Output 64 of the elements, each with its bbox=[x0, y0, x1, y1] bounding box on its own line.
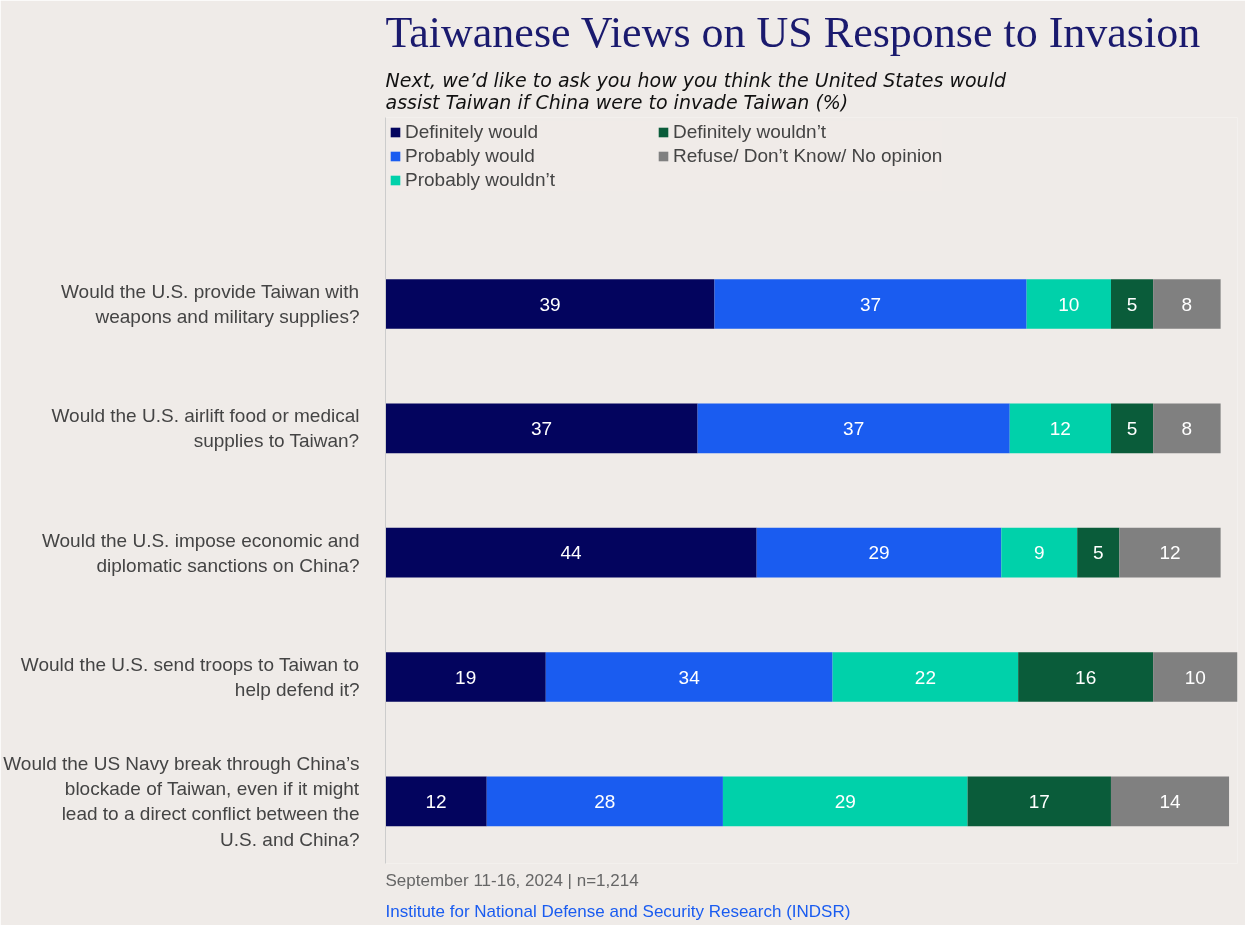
data-label: 9 bbox=[1033, 542, 1045, 564]
legend-label: Probably would bbox=[405, 145, 536, 167]
data-label: 5 bbox=[1093, 542, 1104, 564]
bar bbox=[832, 652, 1019, 702]
data-label: 5 bbox=[1126, 417, 1138, 439]
bar bbox=[1153, 279, 1221, 329]
legend-label: Definitely would bbox=[405, 121, 540, 143]
bar bbox=[722, 776, 968, 827]
text: September 11-16, 2024 | n=1,214 bbox=[385, 870, 639, 890]
bar bbox=[1026, 279, 1111, 329]
data-label: 39 bbox=[539, 293, 561, 315]
bar bbox=[714, 279, 1027, 329]
bar bbox=[1077, 527, 1120, 578]
bar bbox=[1110, 776, 1230, 827]
data-label: 37 bbox=[859, 293, 882, 315]
bar bbox=[1001, 527, 1078, 578]
bar bbox=[1009, 403, 1111, 454]
bar bbox=[1153, 652, 1238, 702]
data-label: 16 bbox=[1075, 666, 1097, 688]
data-label: 14 bbox=[1159, 790, 1182, 812]
data-label: 8 bbox=[1181, 417, 1193, 439]
data-label: 28 bbox=[594, 790, 616, 812]
chart-title: Taiwanese Views on US Response to Invasion bbox=[385, 7, 1201, 57]
y-tick-label: Would the U.S. provide Taiwan with weapons and military supplies? bbox=[60, 280, 360, 328]
bar bbox=[545, 652, 833, 702]
bar bbox=[1119, 527, 1221, 578]
data-label: 22 bbox=[914, 666, 936, 688]
y-tick-label: Would the U.S. airlift food or medical supplies to Taiwan? bbox=[51, 405, 360, 452]
data-label: 29 bbox=[868, 542, 890, 564]
y-tick-label: Would the U.S. send troops to Taiwan to help defend it? bbox=[20, 653, 360, 701]
bar bbox=[385, 776, 487, 827]
data-label: 34 bbox=[678, 666, 701, 688]
data-label: 12 bbox=[1159, 542, 1181, 564]
data-label: 37 bbox=[843, 417, 865, 439]
chart-subtitle: Next, we’d like to ask you how you think the United States would assist Taiwan if China were to invade Taiwan (%) bbox=[385, 68, 1007, 113]
bar bbox=[385, 403, 698, 454]
data-label: 5 bbox=[1126, 293, 1138, 315]
data-label: 10 bbox=[1058, 293, 1080, 315]
bar bbox=[756, 527, 1002, 578]
data-label: 17 bbox=[1028, 790, 1050, 812]
legend-label: Definitely wouldn’t bbox=[673, 121, 828, 143]
bar bbox=[385, 652, 546, 702]
bar bbox=[1018, 652, 1154, 702]
data-label: 29 bbox=[834, 790, 856, 812]
data-label: 10 bbox=[1184, 666, 1206, 688]
data-label: 19 bbox=[455, 666, 477, 688]
data-label: 12 bbox=[1049, 417, 1071, 439]
bar bbox=[486, 776, 723, 827]
data-label: 37 bbox=[530, 417, 553, 439]
bar bbox=[1153, 403, 1221, 454]
y-tick-label: Would the U.S. impose economic and diplomatic sanctions on China? bbox=[41, 529, 360, 576]
bar bbox=[385, 279, 715, 329]
legend-label: Probably wouldn’t bbox=[405, 169, 556, 191]
bar bbox=[967, 776, 1111, 827]
data-label: 8 bbox=[1181, 293, 1193, 315]
y-tick-label: Would the US Navy break through China’s blockade of Taiwan, even if it might lead to a direct conflict between the U.S. and China? bbox=[3, 753, 360, 850]
data-label: 44 bbox=[560, 542, 583, 564]
bar bbox=[385, 527, 757, 578]
bar bbox=[1110, 403, 1154, 454]
bar bbox=[1110, 279, 1154, 329]
text: Institute for National Defense and Security Research (INDSR) bbox=[385, 901, 851, 921]
data-label: 12 bbox=[425, 790, 447, 812]
bar bbox=[697, 403, 1010, 454]
legend-label: Refuse/ Don’t Know/ No opinion bbox=[673, 145, 943, 167]
